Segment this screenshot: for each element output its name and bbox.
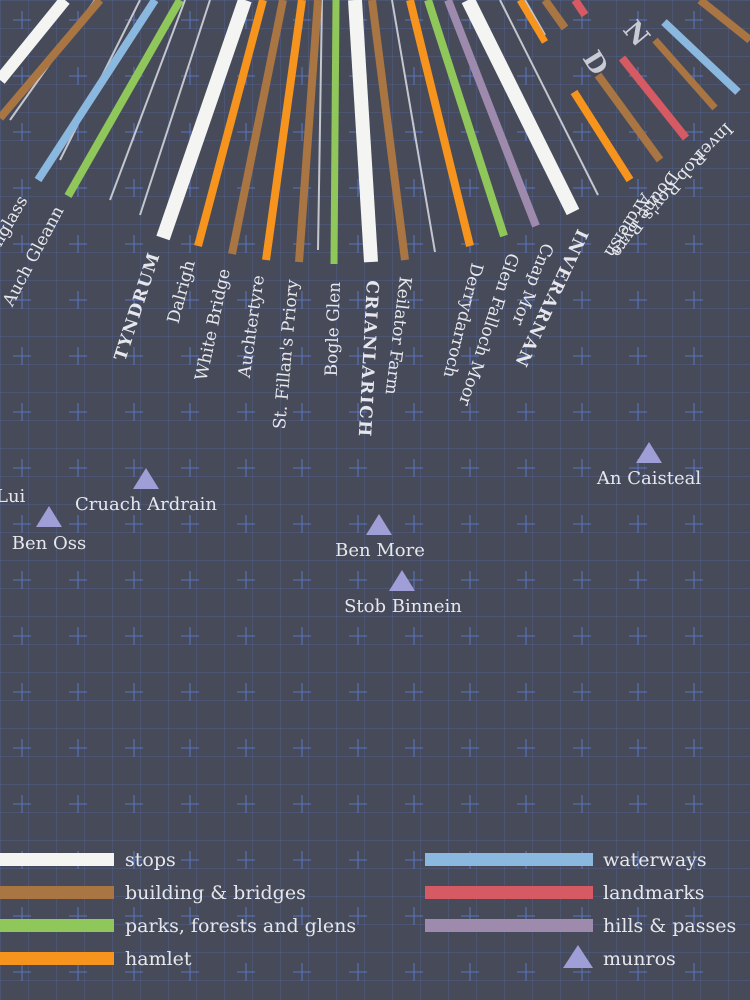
munro-icon-stob-binnein	[389, 570, 415, 591]
place-label-bogle-glen: Bogle Glen	[322, 281, 345, 376]
ring-letters: N D	[576, 15, 655, 81]
ray-tyndrum	[156, 0, 252, 241]
thin-ray	[524, 0, 546, 36]
legend: stops building & bridges parks, forests …	[0, 849, 736, 970]
thin-ray	[499, 0, 599, 196]
munro-icon-an-caisteal	[636, 442, 662, 463]
thin-ray	[317, 0, 323, 251]
munro-icon-cruach-ardrain	[133, 468, 159, 489]
ray-auch-gleann	[64, 0, 184, 198]
ray-inver	[661, 19, 741, 95]
ray-st-fillans-priory	[295, 0, 322, 263]
legend-label-munros: munros	[603, 948, 676, 970]
thin-ray	[139, 0, 211, 216]
ray-hamlet-top	[516, 0, 549, 44]
place-label-partial-left: nglass	[0, 193, 32, 251]
ray-buildings-right	[697, 0, 750, 44]
ring-letter-n: N	[617, 15, 655, 52]
legend-swatch-hills	[425, 919, 593, 932]
ray-auchtertyre	[262, 0, 306, 261]
ray-cnap-mor	[444, 0, 540, 228]
legend-swatch-landmarks	[425, 886, 593, 899]
ray-keilator-farm	[368, 0, 409, 261]
legend-swatch-stops	[0, 853, 114, 866]
legend-swatch-waterways	[425, 853, 593, 866]
ray-inverarnan	[461, 0, 580, 216]
ray-bogle-glen	[330, 0, 340, 265]
place-label-auchtertyre: Auchtertyre	[235, 274, 269, 380]
munro-label-cruach-ardrain: Cruach Ardrain	[75, 494, 217, 515]
ray-crianlarich	[348, 0, 378, 263]
ray-ardleish	[570, 89, 634, 183]
munro-label-ben-oss: Ben Oss	[12, 533, 86, 554]
munro-label-stob-binnein: Stob Binnein	[344, 596, 462, 617]
munro-icon-ben-more	[366, 514, 392, 535]
place-label-st-fillans-priory: St. Fillan's Priory	[270, 278, 303, 430]
munro-markers: Lui Cruach Ardrain Ben Oss Ben More Stob…	[0, 442, 701, 617]
legend-label-buildings: building & bridges	[125, 882, 306, 904]
ray-buildings	[0, 0, 104, 121]
ray-landmarks-top	[571, 0, 589, 18]
ray-waterways	[34, 0, 159, 183]
legend-label-landmarks: landmarks	[603, 882, 705, 904]
legend-label-hills: hills & passes	[603, 915, 736, 937]
legend-swatch-buildings	[0, 886, 114, 899]
ray-hamlet-right	[652, 37, 718, 111]
legend-label-stops: stops	[125, 849, 176, 871]
munro-label-an-caisteal: An Caisteal	[596, 468, 701, 489]
thin-ray	[391, 0, 436, 253]
ray-derrydarroch	[406, 0, 474, 247]
munro-label-partial: Lui	[0, 486, 26, 507]
munro-icon-ben-oss	[36, 506, 62, 527]
legend-swatch-parks	[0, 919, 114, 932]
legend-munro-icon	[563, 945, 593, 968]
thin-ray	[109, 0, 186, 201]
ray-doune-byre	[594, 72, 664, 163]
ray-rob-roys	[618, 55, 690, 141]
legend-label-waterways: waterways	[603, 849, 707, 871]
place-label-keilator-farm: Keilator Farm	[381, 275, 415, 395]
place-label-white-bridge: White Bridge	[192, 267, 235, 383]
ray-dalrigh	[194, 0, 267, 248]
ray-buildings-top	[541, 0, 569, 31]
route-rays	[0, 0, 750, 265]
legend-label-parks: parks, forests and glens	[125, 915, 356, 937]
ray-white-bridge	[228, 0, 287, 255]
legend-label-hamlet: hamlet	[125, 948, 192, 970]
ray-stops	[0, 0, 70, 84]
munro-label-ben-more: Ben More	[335, 540, 425, 561]
legend-swatch-hamlet	[0, 952, 114, 965]
place-label-dalrigh: Dalrigh	[164, 258, 200, 326]
place-label-tyndrum: Tyndrum	[111, 249, 165, 363]
ray-glen-falloch-moor	[424, 0, 508, 238]
